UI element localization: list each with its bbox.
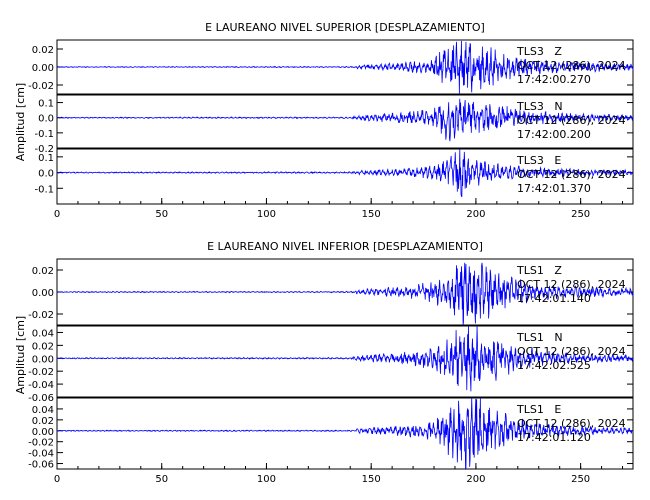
channel-label: TLS1 N	[516, 331, 563, 344]
x-tick-label: 50	[155, 209, 168, 220]
upper-chart-title: E LAUREANO NIVEL SUPERIOR [DESPLAZAMIENT…	[205, 21, 485, 34]
lower-y-axis-label: Amplitud [cm]	[14, 316, 27, 394]
y-tick-label: 0.04	[32, 328, 54, 339]
x-tick-label: 100	[257, 209, 276, 220]
channel-label: TLS3 E	[516, 154, 561, 167]
y-tick-label: 0.02	[32, 416, 54, 427]
x-tick-label: 50	[155, 474, 168, 485]
time-label: 17:42:01.120	[517, 431, 591, 444]
upper-y-axis-label: Amplitud [cm]	[14, 83, 27, 161]
y-tick-label: -0.04	[28, 380, 54, 391]
y-tick-label: 0.00	[32, 63, 54, 74]
waveform-trace	[56, 325, 634, 392]
time-label: 17:42:00.270	[517, 73, 591, 86]
x-tick-label: 0	[54, 209, 60, 220]
y-tick-label: 0.04	[32, 405, 54, 416]
y-tick-label: 0.00	[32, 427, 54, 438]
time-label: 17:42:02.525	[517, 359, 591, 372]
channel-label: TLS3 Z	[516, 45, 562, 58]
channel-label: TLS1 E	[516, 403, 561, 416]
y-tick-label: 0.0	[38, 114, 54, 125]
y-tick-label: 0.1	[38, 153, 54, 164]
y-tick-label: -0.06	[28, 393, 54, 404]
y-tick-label: 0.00	[32, 354, 54, 365]
y-tick-label: 0.0	[38, 169, 54, 180]
x-tick-label: 200	[466, 474, 485, 485]
date-label: OCT 12 (286), 2024	[517, 278, 626, 291]
date-label: OCT 12 (286), 2024	[517, 59, 626, 72]
x-tick-label: 250	[571, 209, 590, 220]
y-tick-label: -0.1	[34, 129, 54, 140]
waveform-trace	[56, 262, 634, 325]
x-tick-label: 150	[362, 474, 381, 485]
time-label: 17:42:00.200	[517, 128, 591, 141]
x-tick-label: 0	[54, 474, 60, 485]
upper-x-axis: 0 50 100 150 200 250	[54, 198, 624, 220]
y-tick-label: -0.02	[28, 438, 54, 449]
date-label: OCT 12 (286), 2024	[517, 345, 626, 358]
x-tick-label: 250	[571, 474, 590, 485]
waveform-trace	[56, 40, 634, 95]
time-label: 17:42:01.370	[517, 182, 591, 195]
y-tick-label: 0.02	[32, 45, 54, 56]
channel-label: TLS3 N	[516, 100, 563, 113]
y-tick-label: -0.06	[28, 460, 54, 471]
y-tick-label: -0.04	[28, 449, 54, 460]
date-label: OCT 12 (286), 2024	[517, 114, 626, 127]
y-tick-label: -0.02	[28, 81, 54, 92]
y-tick-label: 0.00	[32, 288, 54, 299]
date-label: OCT 12 (286), 2024	[517, 168, 626, 181]
lower-chart-title: E LAUREANO NIVEL INFERIOR [DESPLAZAMIENT…	[207, 240, 483, 253]
time-label: 17:42:01.140	[517, 292, 591, 305]
channel-label: TLS1 Z	[516, 264, 562, 277]
y-tick-label: -0.02	[28, 367, 54, 378]
y-tick-label: 0.02	[32, 266, 54, 277]
x-tick-label: 100	[257, 474, 276, 485]
x-tick-label: 200	[466, 209, 485, 220]
x-tick-label: 150	[362, 209, 381, 220]
waveform-trace	[56, 98, 634, 142]
y-tick-label: 0.1	[38, 99, 54, 110]
date-label: OCT 12 (286), 2024	[517, 417, 626, 430]
panel-frame	[56, 148, 634, 205]
panel-frame	[56, 325, 634, 398]
y-tick-label: -0.02	[28, 310, 54, 321]
y-tick-label: 0.02	[32, 341, 54, 352]
waveform-trace	[56, 148, 634, 198]
y-tick-label: -0.1	[34, 184, 54, 195]
y-tick-label: -0.2	[34, 144, 54, 155]
lower-x-axis: 0 50 100 150 200 250	[54, 463, 624, 485]
waveform-trace	[56, 397, 634, 471]
panel-frame	[56, 397, 634, 470]
panel-frame	[56, 94, 634, 149]
